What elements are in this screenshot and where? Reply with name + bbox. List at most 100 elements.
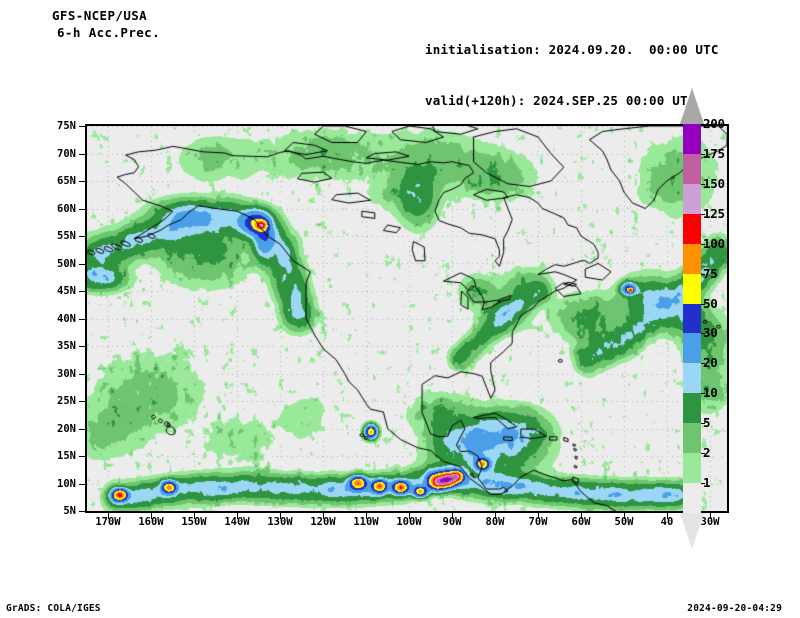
colorbar-band <box>683 393 701 424</box>
lon-label: 150W <box>181 516 207 528</box>
colorbar-tick <box>701 153 705 155</box>
lon-tick <box>366 513 367 519</box>
colorbar-band <box>683 453 701 484</box>
colorbar-tick <box>701 363 705 365</box>
map-plot-frame <box>85 124 729 513</box>
colorbar-band <box>683 423 701 454</box>
lon-tick <box>538 513 539 519</box>
colorbar-tick <box>701 124 705 125</box>
lat-label: 25N <box>57 395 76 407</box>
lat-label: 65N <box>57 175 76 187</box>
lat-label: 35N <box>57 340 76 352</box>
colorbar-band <box>683 273 701 304</box>
lon-tick <box>194 513 195 519</box>
lon-tick <box>495 513 496 519</box>
footer-credit: GrADS: COLA/IGES <box>6 603 101 614</box>
lat-tick <box>79 236 85 237</box>
lon-tick <box>323 513 324 519</box>
lat-tick <box>79 429 85 430</box>
colorbar-label: 100 <box>703 235 725 251</box>
lat-label: 70N <box>57 148 76 160</box>
lon-label: 50W <box>614 516 634 528</box>
colorbar-arrow-down-icon <box>680 513 704 549</box>
colorbar-arrow-up-icon <box>680 88 704 124</box>
lat-tick <box>79 511 85 512</box>
field-name: 6-h Acc.Prec. <box>57 25 161 40</box>
lon-label: 100W <box>396 516 422 528</box>
colorbar-label: 75 <box>703 265 718 281</box>
lat-tick <box>79 456 85 457</box>
lon-label: 90W <box>442 516 462 528</box>
precipitation-colorbar <box>683 124 701 513</box>
valid-time: valid(+120h): 2024.SEP.25 00:00 UTC <box>425 93 696 108</box>
lat-tick <box>79 126 85 127</box>
lat-tick <box>79 401 85 402</box>
colorbar-tick <box>701 453 705 455</box>
header-right: initialisation: 2024.09.20. 00:00 UTC va… <box>425 7 719 126</box>
lon-tick <box>151 513 152 519</box>
colorbar-band <box>683 153 701 184</box>
lat-label: 10N <box>57 478 76 490</box>
lat-label: 60N <box>57 203 76 215</box>
colorbar-label: 200 <box>703 116 725 131</box>
lon-tick <box>667 513 668 519</box>
colorbar-band <box>683 303 701 334</box>
colorbar-tick <box>701 483 705 485</box>
colorbar-label: 20 <box>703 355 718 371</box>
lat-label: 55N <box>57 230 76 242</box>
lon-label: 120W <box>310 516 336 528</box>
colorbar-band <box>683 363 701 394</box>
lat-label: 20N <box>57 423 76 435</box>
lat-label: 15N <box>57 450 76 462</box>
colorbar-band <box>683 213 701 244</box>
lat-label: 30N <box>57 368 76 380</box>
lon-tick <box>710 513 711 519</box>
colorbar-label: 150 <box>703 175 725 191</box>
lat-tick <box>79 374 85 375</box>
colorbar-band <box>683 333 701 364</box>
lon-tick <box>280 513 281 519</box>
colorbar-tick <box>701 273 705 275</box>
colorbar-band <box>683 243 701 274</box>
lon-label: 40 <box>660 516 674 528</box>
colorbar-tick <box>701 243 705 245</box>
lon-tick <box>624 513 625 519</box>
colorbar-label: 30 <box>703 325 718 341</box>
colorbar-label: 125 <box>703 205 725 221</box>
lon-tick <box>452 513 453 519</box>
colorbar-label: 1 <box>703 475 711 491</box>
lat-label: 45N <box>57 285 76 297</box>
colorbar-label: 2 <box>703 445 711 461</box>
header-left: GFS-NCEP/USA 6-h Acc.Prec. <box>52 7 160 41</box>
colorbar-tick <box>701 183 705 185</box>
lat-tick <box>79 291 85 292</box>
colorbar-tick <box>701 333 705 335</box>
lon-label: 170W <box>95 516 121 528</box>
colorbar-tick <box>701 393 705 395</box>
colorbar-tick <box>701 213 705 215</box>
lon-label: 130W <box>267 516 293 528</box>
lon-tick <box>237 513 238 519</box>
lon-label: 60W <box>571 516 591 528</box>
model-name: GFS-NCEP/USA <box>52 8 148 23</box>
lon-tick <box>581 513 582 519</box>
lat-tick <box>79 181 85 182</box>
lat-tick <box>79 319 85 320</box>
lon-label: 140W <box>224 516 250 528</box>
colorbar-tick <box>701 423 705 425</box>
precipitation-map <box>87 126 727 511</box>
lat-label: 5N <box>63 505 76 517</box>
lon-tick <box>409 513 410 519</box>
colorbar-band <box>683 183 701 214</box>
lon-label: 160W <box>138 516 164 528</box>
colorbar-label: 175 <box>703 145 725 161</box>
lat-label: 40N <box>57 313 76 325</box>
colorbar-label: 50 <box>703 295 718 311</box>
colorbar-band <box>683 483 701 513</box>
lat-label: 75N <box>57 120 76 132</box>
lat-tick <box>79 209 85 210</box>
lon-label: 110W <box>353 516 379 528</box>
initialisation-time: initialisation: 2024.09.20. 00:00 UTC <box>425 42 719 57</box>
colorbar-label: 10 <box>703 385 718 401</box>
footer-timestamp: 2024-09-20-04:29 <box>687 603 782 614</box>
